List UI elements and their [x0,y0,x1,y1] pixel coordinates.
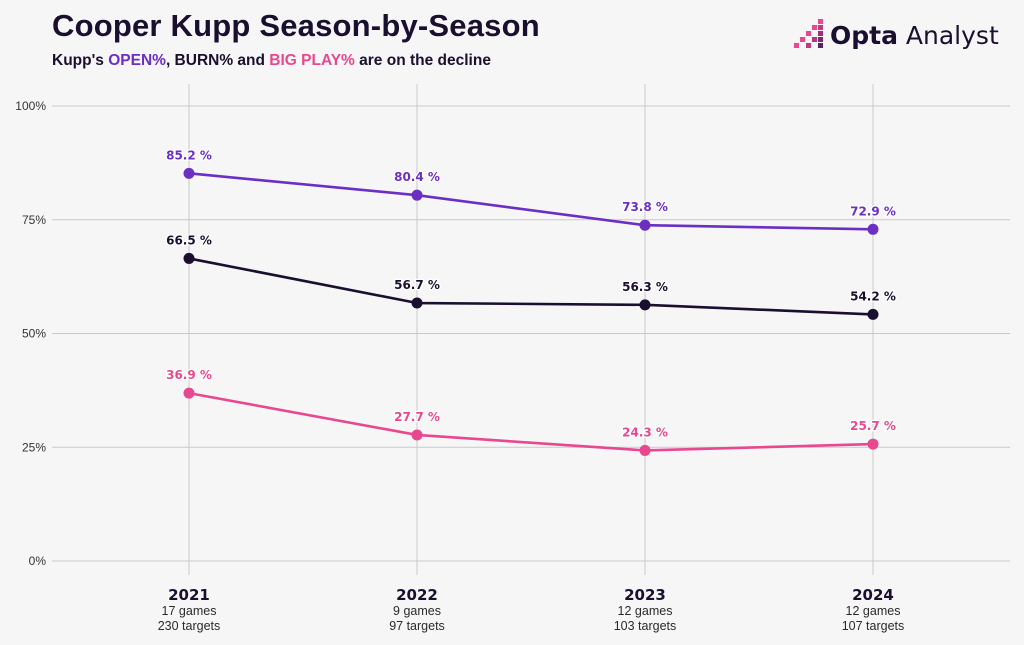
x-games-label: 12 games [618,604,673,618]
x-games-label: 9 games [393,604,441,618]
data-label-burn: 56.3 % [622,280,668,294]
logo-brand: Opta [830,20,898,50]
x-targets-label: 97 targets [389,619,445,633]
data-label-big-play: 24.3 % [622,425,668,439]
data-point-big-play [639,444,651,456]
opta-analyst-logo: Opta Analyst [790,18,999,52]
data-label-open: 73.8 % [622,200,668,214]
subtitle-mid: , BURN% and [165,52,270,69]
data-label-burn: 66.5 % [166,233,212,247]
data-label-big-play: 25.7 % [850,419,896,433]
y-tick-label: 50% [22,327,46,341]
logo-product: Analyst [897,20,999,50]
data-point-open [183,167,195,179]
data-point-burn [411,297,423,309]
x-tick-label: 2024 [852,586,894,604]
data-point-burn [183,252,195,264]
data-point-burn [639,299,651,311]
chart-subtitle: Kupp's OPEN%, BURN% and BIG PLAY% are on… [52,52,491,70]
data-label-burn: 54.2 % [850,289,896,303]
x-tick-label: 2021 [168,586,210,604]
data-label-open: 80.4 % [394,170,440,184]
data-point-open [411,189,423,201]
x-tick-label: 2022 [396,586,438,604]
data-point-burn [867,308,879,320]
y-tick-label: 75% [22,213,46,227]
subtitle-suffix: are on the decline [354,52,491,69]
data-label-burn: 56.7 % [394,278,440,292]
data-label-open: 85.2 % [166,148,212,162]
x-games-label: 12 games [846,604,901,618]
subtitle-open-highlight: OPEN% [108,52,166,69]
data-point-open [867,223,879,235]
data-label-big-play: 36.9 % [166,368,212,382]
y-tick-label: 25% [22,440,46,454]
opta-logo-text: Opta Analyst [830,21,999,50]
series-line-burn [188,257,874,316]
subtitle-big-play-highlight: BIG PLAY% [269,52,355,69]
opta-logo-icon [794,19,823,48]
subtitle-prefix: Kupp's [52,52,109,69]
x-targets-label: 107 targets [842,619,905,633]
data-point-open [639,219,651,231]
chart-title: Cooper Kupp Season-by-Season [52,8,540,43]
x-tick-label: 2023 [624,586,666,604]
y-tick-label: 0% [29,554,47,568]
x-targets-label: 103 targets [614,619,677,633]
data-point-big-play [411,429,423,441]
data-point-big-play [867,438,879,450]
data-label-open: 72.9 % [850,204,896,218]
data-label-big-play: 27.7 % [394,410,440,424]
series-line-open [188,172,874,231]
y-tick-label: 100% [15,99,46,113]
x-games-label: 17 games [162,604,217,618]
data-point-big-play [183,387,195,399]
x-targets-label: 230 targets [158,619,221,633]
series-line-big-play [188,391,874,452]
